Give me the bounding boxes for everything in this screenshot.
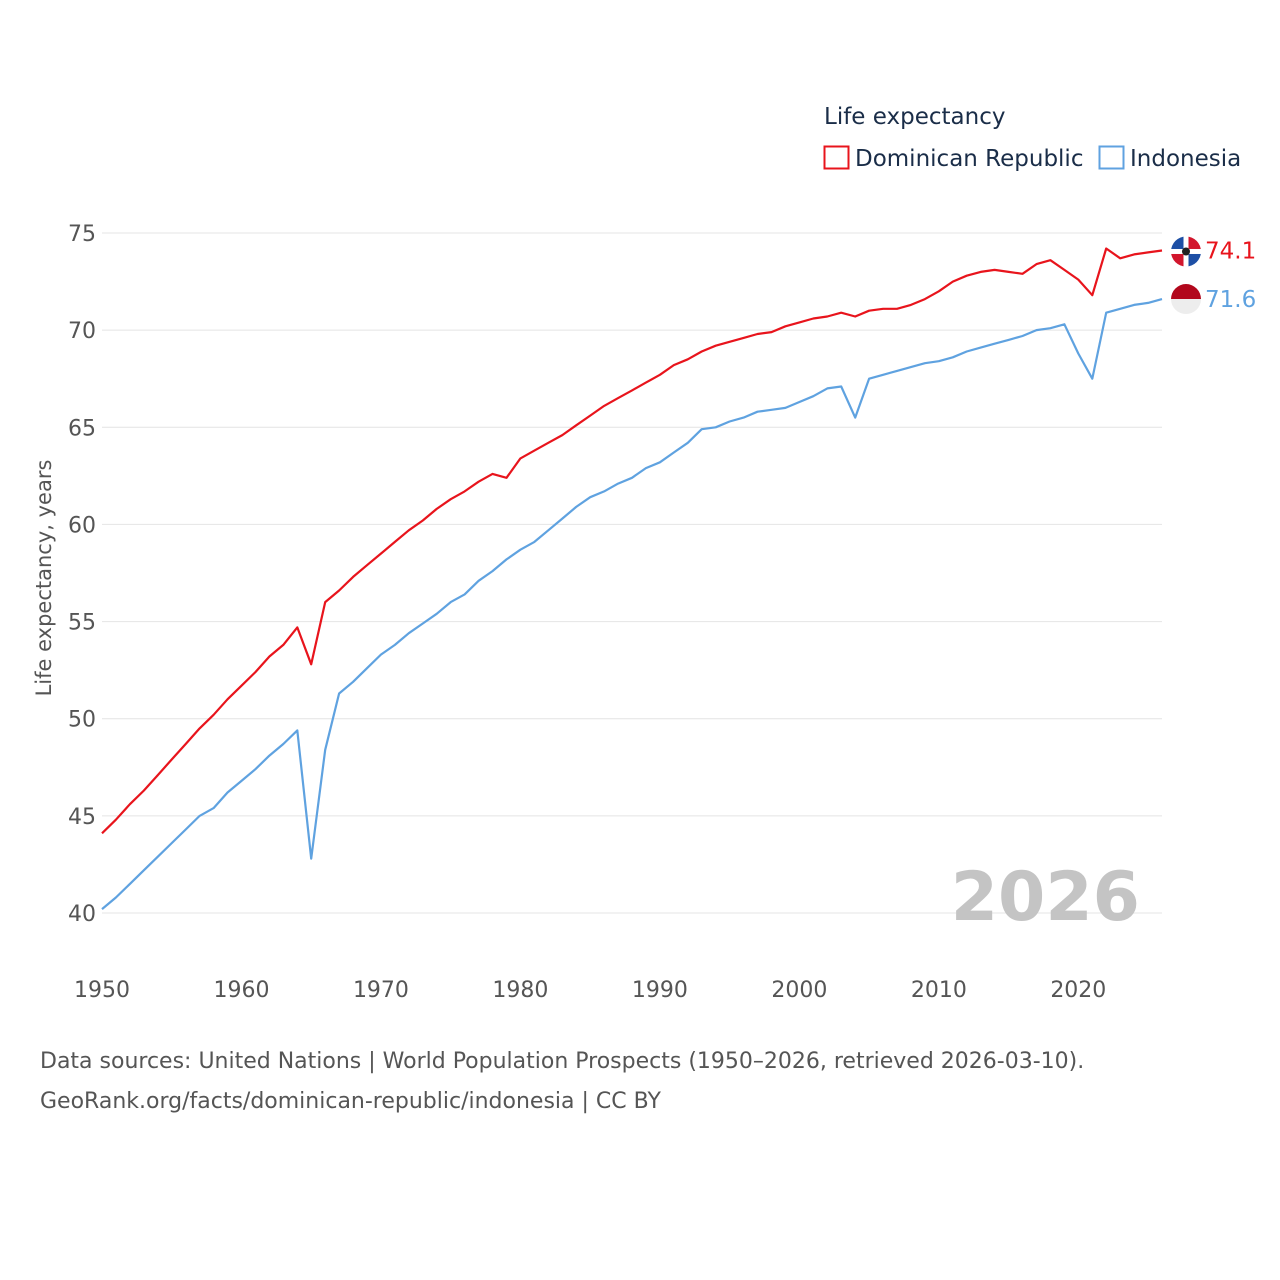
- x-tick-label-2010: 2010: [911, 978, 967, 1003]
- legend-swatch-0: [823, 145, 850, 170]
- x-tick-label-1960: 1960: [213, 978, 269, 1003]
- y-axis-label: Life expectancy, years: [32, 460, 56, 697]
- y-tick-label-75: 75: [68, 222, 96, 247]
- y-tick-label-55: 55: [68, 611, 96, 636]
- legend-swatch-1: [1098, 145, 1125, 170]
- line-chart: 40 45 50 55 60 65 70 75 1950 1960 1970 1980 1990 2000…: [32, 104, 1256, 1003]
- y-tick-label-40: 40: [68, 902, 96, 927]
- x-tick-label-1980: 1980: [492, 978, 548, 1003]
- x-tick-label-2000: 2000: [771, 978, 827, 1003]
- x-tick-label-1950: 1950: [74, 978, 130, 1003]
- y-tick-label-70: 70: [68, 319, 96, 344]
- legend-label-1[interactable]: Indonesia: [1130, 146, 1241, 172]
- y-tick-label-50: 50: [68, 708, 96, 733]
- y-tick-label-65: 65: [68, 416, 96, 441]
- x-tick-label-1970: 1970: [353, 978, 409, 1003]
- dominican-republic-flag-icon: [1171, 236, 1201, 267]
- legend-title: Life expectancy: [824, 104, 1005, 130]
- x-tick-label-2020: 2020: [1050, 978, 1106, 1003]
- end-value-label-0: 74.1: [1205, 238, 1256, 264]
- end-value-label-1: 71.6: [1205, 287, 1256, 313]
- x-tick-label-1990: 1990: [632, 978, 688, 1003]
- legend-label-0[interactable]: Dominican Republic: [855, 146, 1083, 172]
- series-line-1: [101, 298, 1163, 910]
- series-line-0: [101, 247, 1163, 835]
- data-sources-note: Data sources: United Nations | World Pop…: [40, 1049, 1085, 1074]
- year-watermark-label: 2026: [951, 858, 1140, 937]
- y-tick-label-60: 60: [68, 513, 96, 538]
- footer: Data sources: United Nations | World Pop…: [40, 1042, 1084, 1122]
- indonesia-flag-icon: [1171, 284, 1201, 315]
- source-link[interactable]: GeoRank.org/facts/dominican-republic/ind…: [40, 1089, 661, 1114]
- y-tick-label-45: 45: [68, 805, 96, 830]
